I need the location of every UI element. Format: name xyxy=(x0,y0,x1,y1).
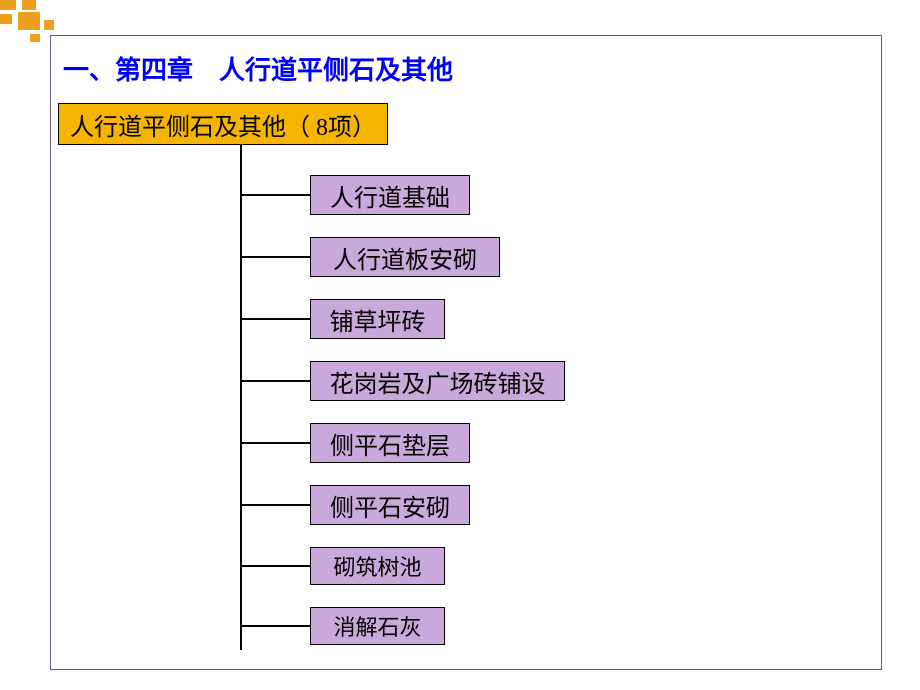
decoration-square xyxy=(22,0,36,10)
tree-branch-line xyxy=(240,504,310,506)
decoration-square xyxy=(0,14,12,24)
tree-child-label: 人行道基础 xyxy=(330,178,450,213)
decoration-square xyxy=(30,34,40,42)
tree-branch-line xyxy=(240,256,310,258)
tree-child-box: 砌筑树池 xyxy=(310,547,445,585)
decoration-square xyxy=(18,12,40,30)
tree-child-label: 铺草坪砖 xyxy=(330,302,426,337)
tree-root-label: 人行道平侧石及其他（ 8项） xyxy=(70,107,376,142)
tree-child-box: 人行道基础 xyxy=(310,175,470,215)
tree-child-box: 消解石灰 xyxy=(310,607,445,645)
tree-branch-line xyxy=(240,380,310,382)
tree-root-box: 人行道平侧石及其他（ 8项） xyxy=(58,103,388,145)
tree-child-label: 侧平石垫层 xyxy=(330,426,450,461)
tree-child-box: 花岗岩及广场砖铺设 xyxy=(310,361,565,401)
tree-child-box: 侧平石安砌 xyxy=(310,485,470,525)
tree-child-box: 铺草坪砖 xyxy=(310,299,445,339)
page-title: 一、第四章 人行道平侧石及其他 xyxy=(63,50,453,87)
tree-child-label: 砌筑树池 xyxy=(333,550,421,582)
tree-child-box: 侧平石垫层 xyxy=(310,423,470,463)
tree-child-label: 消解石灰 xyxy=(333,610,421,642)
tree-branch-line xyxy=(240,318,310,320)
corner-decoration xyxy=(0,0,60,40)
decoration-square xyxy=(0,0,16,10)
tree-child-label: 人行道板安砌 xyxy=(333,240,477,275)
tree-trunk-line xyxy=(240,145,242,650)
tree-branch-line xyxy=(240,625,310,627)
decoration-square xyxy=(44,20,54,30)
tree-child-label: 侧平石安砌 xyxy=(330,488,450,523)
tree-branch-line xyxy=(240,442,310,444)
tree-branch-line xyxy=(240,565,310,567)
tree-child-box: 人行道板安砌 xyxy=(310,237,500,277)
tree-branch-line xyxy=(240,194,310,196)
tree-child-label: 花岗岩及广场砖铺设 xyxy=(330,364,546,399)
